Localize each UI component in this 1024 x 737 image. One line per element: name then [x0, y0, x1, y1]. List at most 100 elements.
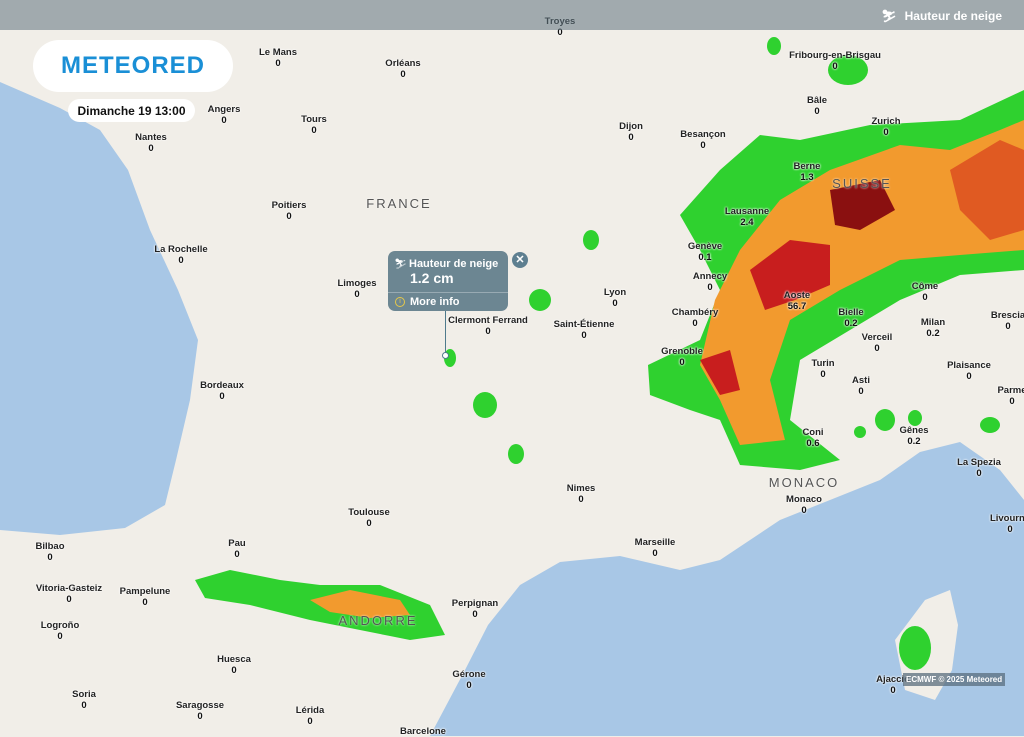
- city-label[interactable]: Livourne0: [990, 513, 1024, 535]
- city-label[interactable]: Nantes 0: [135, 132, 167, 154]
- city-name: Parme: [997, 385, 1024, 396]
- city-label[interactable]: Toulouse 0: [348, 507, 390, 529]
- city-label[interactable]: Clermont Ferrand 0: [448, 315, 528, 337]
- city-snow-value: 0: [81, 700, 87, 711]
- city-label[interactable]: Brescia 0: [991, 310, 1024, 332]
- city-label[interactable]: Bordeaux 0: [200, 380, 244, 402]
- city-label[interactable]: Vitoria-Gasteiz 0: [36, 583, 102, 605]
- city-label[interactable]: Bilbao 0: [35, 541, 64, 563]
- city-label[interactable]: Annecy 0: [693, 271, 727, 293]
- city-label[interactable]: Gérone 0: [452, 669, 485, 691]
- city-name: Limoges: [337, 278, 377, 289]
- city-label[interactable]: Marseille 0: [635, 537, 676, 559]
- city-name: Ajaccio: [876, 674, 910, 685]
- atlantic-ocean: [0, 82, 198, 535]
- city-label[interactable]: Monaco 0: [786, 494, 822, 516]
- city-snow-value: 0: [275, 58, 281, 69]
- city-label[interactable]: Turin 0: [811, 358, 834, 380]
- layer-selector[interactable]: ⛷ Hauteur de neige: [881, 9, 1002, 23]
- info-icon: i: [395, 297, 405, 307]
- city-snow-value: 0: [922, 292, 928, 303]
- city-snow-value: 0: [707, 282, 713, 293]
- city-label[interactable]: Perpignan 0: [452, 598, 498, 620]
- city-label[interactable]: Gênes 0.2: [899, 425, 928, 447]
- city-snow-value: 0: [311, 125, 317, 136]
- city-snow-value: 0.2: [907, 436, 921, 447]
- city-snow-value: 0: [652, 548, 658, 559]
- city-name: Bâle: [806, 95, 828, 106]
- city-label[interactable]: La Rochelle 0: [154, 244, 207, 266]
- city-label[interactable]: Asti 0: [852, 375, 870, 397]
- city-label[interactable]: Lyon 0: [604, 287, 626, 309]
- city-label[interactable]: Nimes 0: [567, 483, 596, 505]
- city-snow-value: 0.2: [926, 328, 940, 339]
- city-label[interactable]: Genève 0.1: [688, 241, 722, 263]
- city-name: Tours: [301, 114, 327, 125]
- city-label[interactable]: Saint-Étienne 0: [554, 319, 615, 341]
- snow-depth-icon: ⛷: [394, 259, 407, 270]
- city-label[interactable]: Parme 0: [997, 385, 1024, 407]
- city-label[interactable]: La Spezia 0: [957, 457, 1001, 479]
- city-name: Angers: [207, 104, 241, 115]
- city-name: Pampelune: [119, 586, 171, 597]
- city-label[interactable]: Limoges 0: [337, 278, 376, 300]
- city-snow-value: 56.7: [787, 301, 807, 312]
- city-label[interactable]: Orléans 0: [385, 58, 420, 80]
- city-snow-value: 0: [612, 298, 618, 309]
- city-label[interactable]: Zurich 0: [871, 116, 900, 138]
- city-label[interactable]: Grenoble 0: [661, 346, 703, 368]
- country-label-suisse: SUISSE: [832, 176, 892, 191]
- city-label[interactable]: Berne 1.3: [794, 161, 821, 183]
- city-label[interactable]: Poitiers 0: [272, 200, 307, 222]
- city-label[interactable]: Aoste 56.7: [784, 290, 810, 312]
- city-snow-value: 0: [57, 631, 63, 642]
- city-snow-value: 0: [148, 143, 154, 154]
- location-marker[interactable]: [442, 352, 449, 359]
- city-label[interactable]: Plaisance 0: [947, 360, 991, 382]
- city-label[interactable]: Barcelone: [400, 726, 446, 737]
- city-label[interactable]: Bâle 0: [807, 95, 827, 117]
- city-label[interactable]: Milan 0.2: [921, 317, 945, 339]
- city-label[interactable]: Verceil 0: [862, 332, 893, 354]
- city-name: Nantes: [135, 132, 167, 143]
- city-label[interactable]: Logroño 0: [41, 620, 80, 642]
- city-label[interactable]: Bielle 0.2: [838, 307, 863, 329]
- city-label[interactable]: Pau 0: [228, 538, 245, 560]
- city-label[interactable]: Besançon 0: [680, 129, 725, 151]
- city-label[interactable]: Huesca 0: [217, 654, 251, 676]
- city-label[interactable]: Ajaccio 0: [876, 674, 910, 696]
- city-label[interactable]: Côme 0: [912, 281, 938, 303]
- city-label[interactable]: Soria 0: [72, 689, 96, 711]
- city-label[interactable]: Coni 0.6: [802, 427, 823, 449]
- city-label[interactable]: Lérida 0: [296, 705, 325, 727]
- city-label[interactable]: Angers 0: [208, 104, 241, 126]
- city-name: Plaisance: [947, 360, 991, 371]
- city-label[interactable]: Chambéry 0: [672, 307, 718, 329]
- city-label[interactable]: Pampelune 0: [120, 586, 171, 608]
- city-label[interactable]: Fribourg-en-Brisgau 0: [789, 50, 881, 72]
- snow-pyrenees: [195, 570, 445, 640]
- city-snow-value: 0: [858, 386, 864, 397]
- mediterranean-sea: [430, 442, 1024, 736]
- city-snow-value: 0: [557, 27, 563, 38]
- city-name: Annecy: [692, 271, 728, 282]
- city-label[interactable]: Dijon 0: [619, 121, 643, 143]
- close-icon[interactable]: ✕: [512, 252, 528, 268]
- city-label[interactable]: Le Mans 0: [259, 47, 297, 69]
- city-snow-value: 0: [814, 106, 820, 117]
- city-snow-value: 0: [692, 318, 698, 329]
- forecast-date[interactable]: Dimanche 19 13:00: [68, 99, 195, 122]
- country-label-monaco: MONACO: [768, 475, 840, 490]
- city-snow-value: 0: [700, 140, 706, 151]
- city-label[interactable]: Lausanne 2.4: [725, 206, 769, 228]
- city-label[interactable]: Saragosse 0: [176, 700, 224, 722]
- city-snow-value: 0: [231, 665, 237, 676]
- city-snow-value: 0: [628, 132, 634, 143]
- city-snow-value: 0.6: [806, 438, 820, 449]
- more-info-link[interactable]: More info: [410, 296, 460, 308]
- city-snow-value: 0: [890, 685, 896, 696]
- popup-pointer-line: [445, 311, 446, 355]
- meteored-logo[interactable]: METEORED: [33, 40, 233, 92]
- city-label[interactable]: Tours 0: [301, 114, 327, 136]
